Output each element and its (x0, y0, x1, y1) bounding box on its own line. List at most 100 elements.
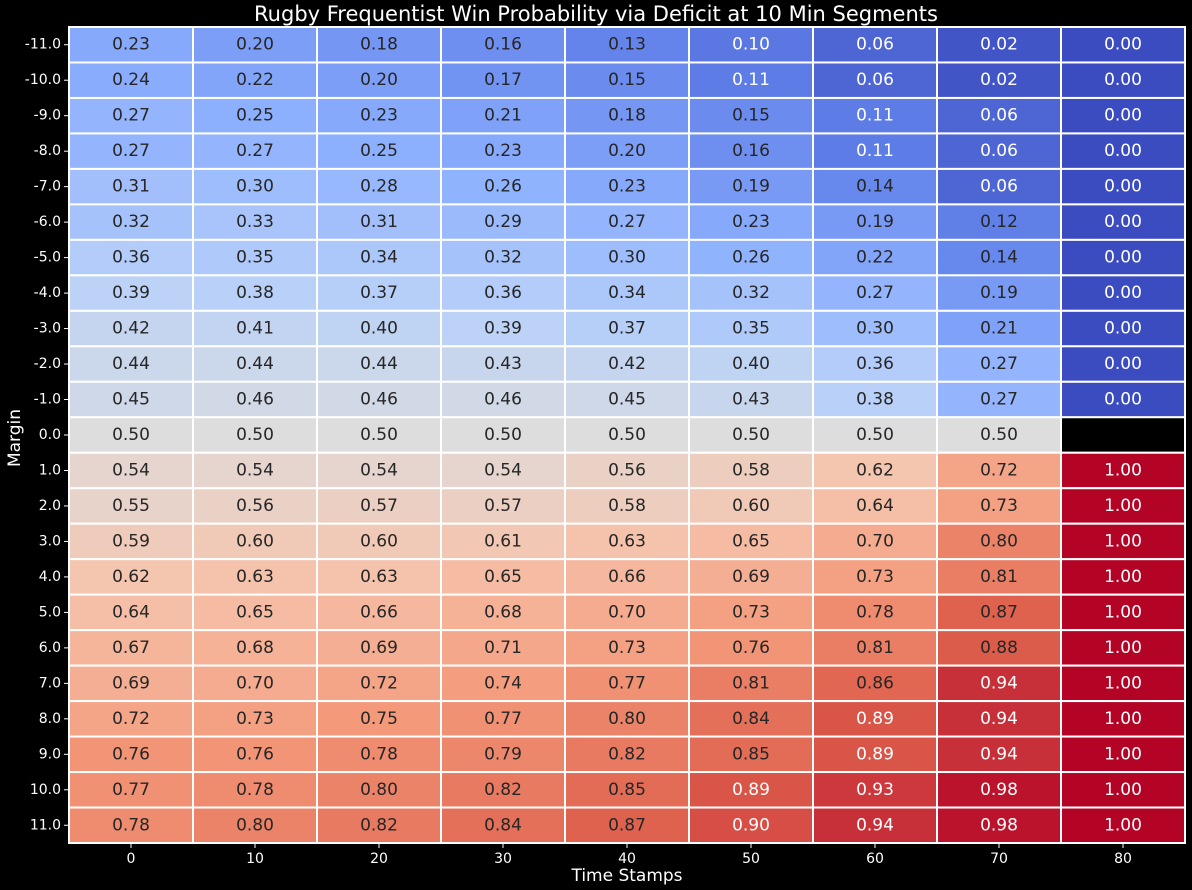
cell-value-label: 0.25 (360, 141, 398, 161)
cell-value-label: 0.77 (484, 709, 522, 729)
heatmap-cell (564, 274, 690, 312)
cell-value-label: 0.43 (484, 354, 522, 374)
cell-value-label: 0.82 (360, 815, 398, 835)
heatmap-cell (936, 487, 1062, 525)
cell-value-label: 0.81 (856, 638, 894, 658)
cell-value-label: 0.60 (732, 496, 770, 516)
cell-value-label: 0.25 (236, 106, 274, 126)
cell-value-label: 0.39 (484, 319, 522, 339)
y-axis-title: Margin (5, 409, 25, 467)
heatmap-cell (316, 771, 442, 809)
cell-value-label: 0.20 (608, 141, 646, 161)
heatmap-cell (936, 26, 1062, 64)
cell-value-label: 0.54 (360, 460, 398, 480)
cell-value-label: 0.50 (112, 425, 150, 445)
cell-value-label: 0.00 (1104, 390, 1142, 410)
y-axis: -11.0 -10.0 -9.0 -8.0 -7.0 -6.0 -5.0 -4.0 -3.0 -2… (25, 37, 69, 833)
cell-value-label: 0.32 (484, 248, 522, 268)
heatmap-cell (936, 380, 1062, 419)
heatmap-cell (564, 238, 690, 277)
heatmap-cell (68, 274, 194, 312)
cell-value-label: 0.62 (112, 567, 150, 587)
cell-value-label: 0.18 (608, 106, 646, 126)
cell-value-label: 0.24 (112, 70, 150, 90)
cell-value-label: 0.27 (980, 354, 1018, 374)
cell-value-label: 0.06 (980, 177, 1018, 197)
cell-value-label: 0.39 (112, 283, 150, 303)
cell-value-label: 0.89 (732, 780, 770, 800)
cell-value-label: 1.00 (1104, 531, 1142, 551)
heatmap-cell (936, 664, 1062, 703)
x-tick-label: 80 (1114, 851, 1132, 867)
cell-value-label: 0.46 (360, 390, 398, 410)
cell-value-label: 0.76 (732, 638, 770, 658)
cell-value-label: 0.73 (236, 709, 274, 729)
cell-value-label: 0.31 (112, 177, 150, 197)
heatmap-cell (936, 700, 1062, 738)
cell-value-label: 0.28 (360, 177, 398, 197)
heatmap-cell (316, 735, 442, 774)
cell-value-label: 0.65 (484, 567, 522, 587)
cell-value-label: 0.00 (1104, 106, 1142, 126)
cell-value-label: 0.90 (732, 815, 770, 835)
cell-value-label: 0.16 (732, 141, 770, 161)
cell-value-label: 0.56 (608, 460, 646, 480)
cell-value-label: 0.35 (732, 319, 770, 339)
cell-value-label: 0.60 (360, 531, 398, 551)
heatmap-cell (564, 203, 690, 241)
cell-value-label: 0.10 (732, 35, 770, 55)
cell-value-label: 0.12 (980, 212, 1018, 232)
heatmap-cell (564, 629, 690, 667)
cell-value-label: 0.89 (856, 709, 894, 729)
heatmap-cell (1060, 274, 1186, 312)
cell-value-label: 0.37 (360, 283, 398, 303)
heatmap-cell (812, 558, 938, 596)
cell-value-label: 0.80 (980, 531, 1018, 551)
heatmap-cell (192, 416, 318, 454)
x-tick-label: 60 (866, 851, 884, 867)
cell-value-label: 0.02 (980, 70, 1018, 90)
heatmap-cell (564, 771, 690, 809)
heatmap-cell (564, 735, 690, 774)
cell-value-label: 0.55 (112, 496, 150, 516)
y-tick-label: -2.0 (34, 356, 61, 372)
cell-value-label: 0.23 (360, 106, 398, 126)
heatmap-cell (1060, 735, 1186, 774)
cell-value-label: 0.80 (236, 815, 274, 835)
cell-value-label: 0.34 (360, 248, 398, 268)
heatmap-cell (316, 96, 442, 135)
y-tick-label: -11.0 (25, 37, 61, 53)
x-tick-label: 0 (127, 851, 136, 867)
y-tick-label: 5.0 (39, 604, 61, 620)
cell-value-label: 0.54 (484, 460, 522, 480)
heatmap-cell (688, 96, 814, 135)
cell-value-label: 0.58 (608, 496, 646, 516)
cell-value-label: 0.70 (608, 602, 646, 622)
heatmap-cell (936, 806, 1062, 844)
cell-value-label: 0.23 (732, 212, 770, 232)
cell-value-label: 0.23 (484, 141, 522, 161)
cell-value-label: 0.73 (608, 638, 646, 658)
cell-value-label: 0.30 (236, 177, 274, 197)
cell-value-label: 0.50 (360, 425, 398, 445)
cell-value-label: 0.21 (484, 106, 522, 126)
y-tick-label: -6.0 (34, 214, 61, 230)
cell-value-label: 0.02 (980, 35, 1018, 55)
cell-value-label: 0.93 (856, 780, 894, 800)
cell-value-label: 0.76 (112, 744, 150, 764)
cell-value-label: 0.46 (236, 390, 274, 410)
cell-value-label: 0.27 (236, 141, 274, 161)
cell-value-label: 0.56 (236, 496, 274, 516)
heatmap-cell (316, 26, 442, 64)
cell-value-label: 1.00 (1104, 567, 1142, 587)
x-tick-label: 20 (370, 851, 388, 867)
cell-value-label: 0.26 (732, 248, 770, 268)
cell-value-label: 0.64 (856, 496, 894, 516)
cell-value-label: 0.87 (980, 602, 1018, 622)
cell-value-label: 0.78 (856, 602, 894, 622)
cell-value-label: 0.59 (112, 531, 150, 551)
cell-value-label: 0.11 (732, 70, 770, 90)
cell-value-label: 0.67 (112, 638, 150, 658)
cell-value-label: 0.00 (1104, 70, 1142, 90)
cell-value-label: 0.63 (360, 567, 398, 587)
